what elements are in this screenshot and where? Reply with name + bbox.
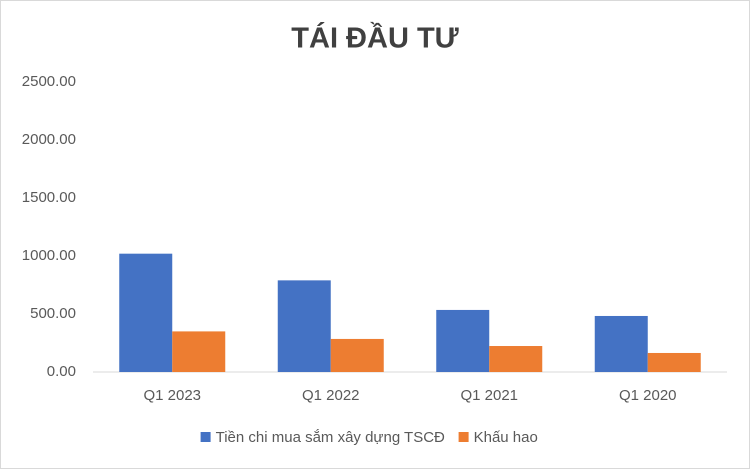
y-tick-label: 1000.00 [22, 247, 76, 264]
y-tick-label: 500.00 [30, 305, 76, 322]
x-tick-label: Q1 2020 [619, 387, 677, 404]
legend-swatch [458, 432, 469, 442]
bar [330, 338, 384, 372]
y-tick-label: 2000.00 [22, 131, 76, 148]
bar [436, 309, 490, 372]
bar [277, 280, 331, 372]
bar [119, 253, 173, 372]
x-tick-label: Q1 2023 [143, 387, 201, 404]
x-tick-label: Q1 2022 [302, 387, 360, 404]
bar [594, 315, 648, 372]
y-tick-label: 1500.00 [22, 189, 76, 206]
chart-title: TÁI ĐẦU TƯ [291, 21, 459, 55]
legend-label: Khấu hao [474, 429, 538, 446]
bar [489, 346, 543, 372]
y-tick-label: 0.00 [47, 363, 76, 380]
x-tick-label: Q1 2021 [460, 387, 518, 404]
bar [647, 352, 701, 372]
legend-label: Tiền chi mua sắm xây dựng TSCĐ [216, 429, 445, 446]
legend-swatch [200, 432, 211, 442]
bar [172, 331, 226, 372]
y-tick-label: 2500.00 [22, 73, 76, 90]
